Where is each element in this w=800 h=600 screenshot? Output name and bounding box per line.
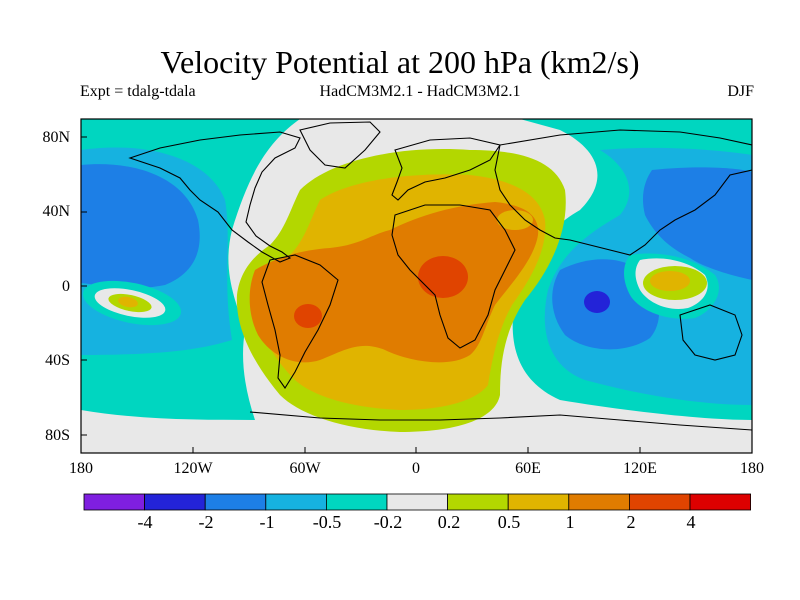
africa-outline — [391, 204, 516, 349]
plot-title: Velocity Potential at 200 hPa (km2/s) — [160, 44, 640, 80]
colorbar — [83, 493, 751, 511]
colorbar-label: -0.5 — [312, 512, 342, 532]
lat-label-80n: 80N — [42, 129, 70, 146]
colorbar-label: 1 — [565, 512, 575, 532]
velocity-potential-field — [81, 119, 752, 453]
greenland-outline — [299, 121, 381, 169]
lon-label-0: 0 — [412, 460, 420, 477]
asia-outline — [494, 129, 752, 256]
colorbar-box — [689, 493, 751, 511]
lon-label-120w: 120W — [173, 460, 213, 477]
colorbar-label: -2 — [198, 512, 214, 532]
colorbar-box — [265, 493, 327, 511]
lat-label-0: 0 — [62, 278, 70, 295]
coastlines — [128, 121, 752, 431]
colorbar-box — [144, 493, 206, 511]
colorbar-box — [507, 493, 570, 511]
maritime-contour-gold — [650, 271, 690, 291]
lon-label-60w: 60W — [289, 460, 321, 477]
colorbar-label: 2 — [626, 512, 636, 532]
colorbar-label: 4 — [686, 512, 696, 532]
colorbar-label: 0.5 — [497, 512, 521, 532]
colorbar-label: 0.2 — [437, 512, 461, 532]
west-pacific-contour-mid — [81, 164, 200, 289]
colorbar-label: -4 — [137, 512, 153, 532]
west-pacific-anomaly-gold — [118, 296, 138, 308]
colorbar-box — [325, 493, 388, 511]
colorbar-label: -1 — [259, 512, 275, 532]
africa-core — [418, 256, 468, 298]
colorbar-box — [204, 493, 267, 511]
indian-ocean-core — [584, 291, 610, 313]
colorbar-label: -0.2 — [373, 512, 403, 532]
mideast-core — [497, 210, 533, 230]
australia-outline — [679, 304, 743, 361]
lon-label-180e: 180 — [740, 460, 764, 477]
antarctica-outline — [249, 411, 752, 431]
colorbar-box — [83, 493, 145, 511]
south-america-outline — [261, 254, 339, 389]
east-contour-mid — [642, 167, 752, 280]
lat-label-40n: 40N — [42, 203, 70, 220]
model-label: HadCM3M2.1 - HadCM3M2.1 — [319, 83, 521, 100]
lon-label-120e: 120E — [623, 460, 657, 477]
map-tick-marks — [81, 136, 641, 453]
colorbar-box — [386, 493, 448, 511]
lon-label-180w: 180 — [69, 460, 93, 477]
europe-outline — [391, 137, 501, 201]
south-america-core — [294, 304, 322, 328]
lon-label-60e: 60E — [515, 460, 541, 477]
colorbar-box — [447, 493, 509, 511]
colorbar-box — [568, 493, 630, 511]
lat-label-40s: 40S — [45, 352, 70, 369]
experiment-label: Expt = tdalg-tdala — [80, 83, 196, 100]
lat-label-80s: 80S — [45, 427, 70, 444]
colorbar-box — [629, 493, 691, 511]
north-america-outline — [128, 131, 301, 263]
season-label: DJF — [727, 83, 754, 100]
